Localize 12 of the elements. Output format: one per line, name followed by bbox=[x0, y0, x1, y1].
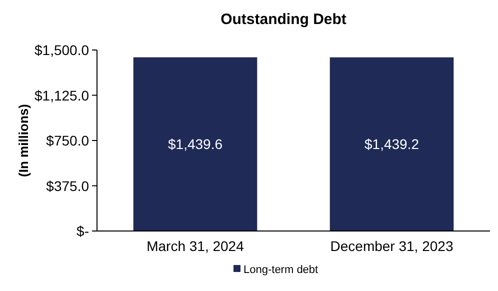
y-tick-label: $1,125.0 bbox=[34, 87, 90, 104]
y-tick-label: $- bbox=[76, 223, 90, 239]
x-tick-label: March 31, 2024 bbox=[146, 238, 244, 254]
data-label: $1,439.6 bbox=[168, 136, 223, 152]
data-label: $1,439.2 bbox=[364, 136, 420, 152]
legend-label: Long-term debt bbox=[244, 264, 318, 276]
y-axis-title: (In millions) bbox=[16, 104, 31, 177]
y-tick-label: $375.0 bbox=[46, 178, 90, 194]
chart-title: Outstanding Debt bbox=[220, 11, 346, 28]
y-tick-label: $1,500.0 bbox=[34, 42, 90, 58]
y-tick-label: $750.0 bbox=[46, 132, 90, 148]
x-tick-label: December 31, 2023 bbox=[330, 238, 454, 254]
